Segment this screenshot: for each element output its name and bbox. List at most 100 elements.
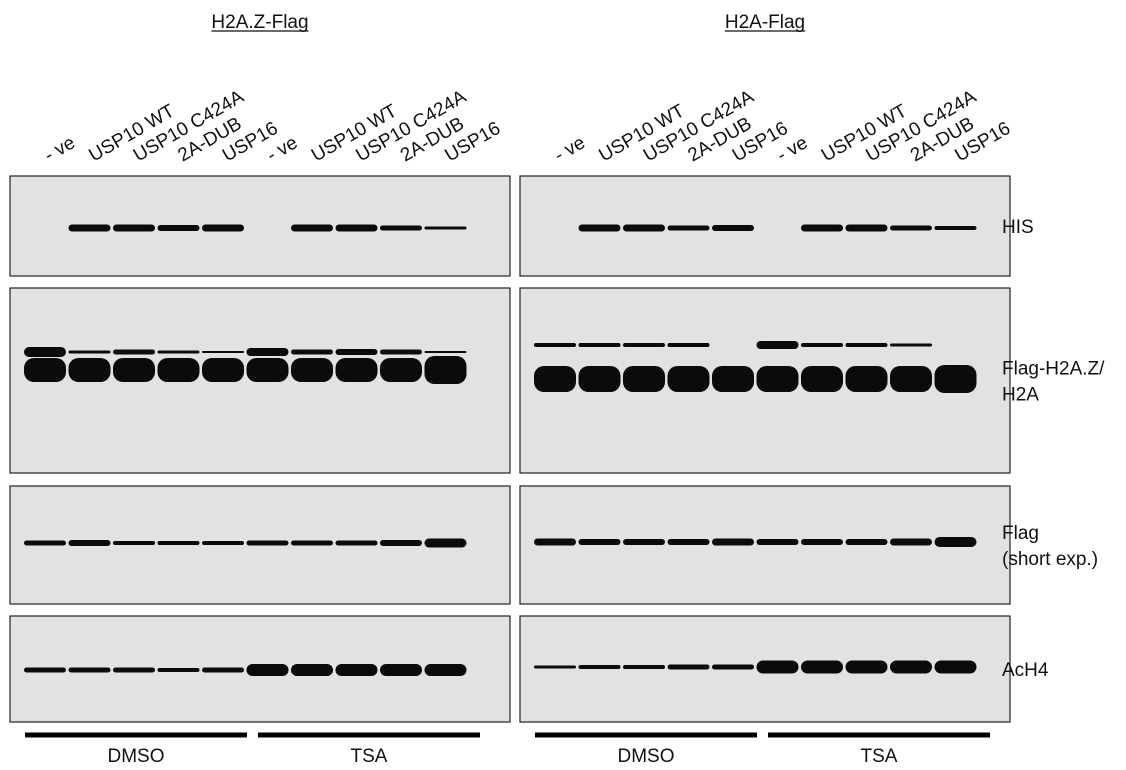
band <box>24 667 66 673</box>
band <box>380 225 422 231</box>
band <box>667 366 710 392</box>
band <box>424 538 467 548</box>
band <box>845 539 888 545</box>
band <box>202 358 244 382</box>
band <box>380 349 422 355</box>
band <box>934 660 977 674</box>
band <box>578 539 621 545</box>
band <box>202 351 244 353</box>
band <box>756 539 799 545</box>
band <box>335 358 378 382</box>
band <box>113 224 155 232</box>
band <box>667 343 710 347</box>
band <box>845 366 888 392</box>
band <box>534 538 576 546</box>
band <box>335 664 378 676</box>
band <box>246 358 289 382</box>
band <box>246 540 289 546</box>
band <box>578 366 621 392</box>
band <box>534 366 576 392</box>
band <box>934 537 977 547</box>
band <box>534 665 576 669</box>
band <box>890 343 932 347</box>
band <box>291 358 333 382</box>
band <box>24 358 66 382</box>
band <box>202 224 244 232</box>
band <box>934 226 977 230</box>
band <box>24 540 66 546</box>
band <box>424 664 467 676</box>
band <box>578 665 621 669</box>
treatment-label: TSA <box>861 746 898 765</box>
treatment-label: TSA <box>351 746 388 765</box>
band <box>113 349 155 355</box>
band <box>68 540 111 546</box>
band <box>667 664 710 670</box>
band <box>335 540 378 546</box>
band <box>335 349 378 355</box>
panel-title: H2A-Flag <box>725 12 805 33</box>
band <box>291 349 333 355</box>
band <box>623 539 665 545</box>
band <box>756 366 799 392</box>
band <box>578 343 621 347</box>
treatment-label: DMSO <box>618 746 675 765</box>
band <box>845 343 888 347</box>
band <box>68 667 111 673</box>
row-label: HIS <box>1002 217 1034 238</box>
band <box>157 668 200 672</box>
band <box>291 540 333 546</box>
band <box>756 660 799 674</box>
band <box>623 224 665 232</box>
band <box>890 225 932 231</box>
band <box>335 224 378 232</box>
band <box>934 365 977 393</box>
band <box>424 351 467 353</box>
band <box>845 224 888 232</box>
band <box>202 667 244 673</box>
band <box>424 226 467 230</box>
band <box>845 660 888 674</box>
band <box>246 664 289 676</box>
band <box>801 224 843 232</box>
band <box>712 538 754 546</box>
band <box>424 356 467 384</box>
lane-label: - ve <box>551 132 589 166</box>
band <box>534 343 576 347</box>
row-label: Flag-H2A.Z/ <box>1002 359 1105 380</box>
band <box>113 541 155 545</box>
band <box>380 664 422 676</box>
band <box>380 358 422 382</box>
band <box>291 224 333 232</box>
band <box>623 366 665 392</box>
band <box>24 347 66 357</box>
lane-label: - ve <box>41 132 79 166</box>
band <box>157 350 200 354</box>
band <box>246 348 289 356</box>
band <box>667 225 710 231</box>
panel-title: H2A.Z-Flag <box>211 12 308 33</box>
band <box>712 225 754 231</box>
band <box>801 343 843 347</box>
row-label: (short exp.) <box>1002 549 1098 570</box>
row-label: AcH4 <box>1002 660 1049 681</box>
band <box>890 366 932 392</box>
band <box>68 224 111 232</box>
band <box>291 664 333 676</box>
band <box>380 540 422 546</box>
band <box>712 664 754 670</box>
band <box>68 350 111 354</box>
row-label: Flag <box>1002 523 1039 544</box>
band <box>157 358 200 382</box>
treatment-label: DMSO <box>108 746 165 765</box>
band <box>623 343 665 347</box>
band <box>113 667 155 673</box>
band <box>157 541 200 545</box>
band <box>157 225 200 231</box>
band <box>68 358 111 382</box>
band <box>578 224 621 232</box>
band <box>756 341 799 349</box>
band <box>890 538 932 546</box>
band <box>712 366 754 392</box>
